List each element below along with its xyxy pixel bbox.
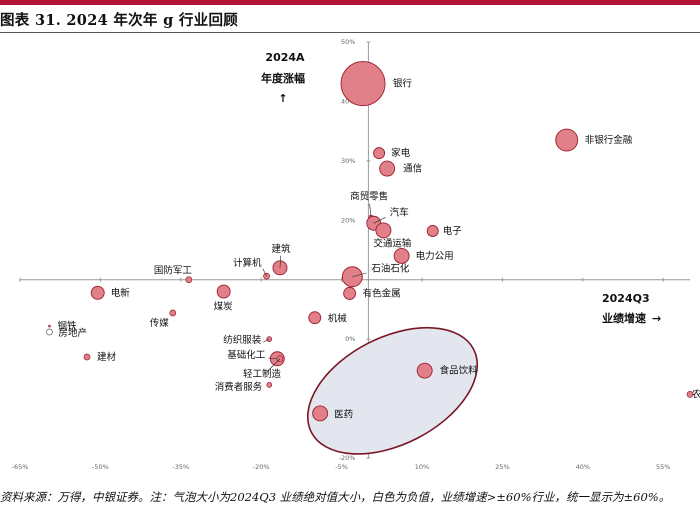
title-rule — [0, 32, 700, 33]
x-tick-label: -50% — [92, 463, 109, 471]
bubble-point — [379, 160, 396, 177]
bubble-label: 建筑 — [271, 243, 291, 255]
highlight-ellipse — [306, 326, 479, 455]
bubble-label: 煤炭 — [214, 301, 234, 313]
x-axis-title-line1: 2024Q3 — [602, 292, 650, 305]
leader-line — [352, 272, 367, 278]
bubble-label: 通信 — [403, 163, 422, 175]
bubble-label: 消费者服务 — [215, 381, 263, 393]
bubble-point — [686, 391, 694, 398]
y-axis-title-line1: 2024A — [265, 51, 305, 64]
source-note: 资料来源：万得，中银证券。注：气泡大小为2024Q3 业绩绝对值大小，白色为负值… — [0, 490, 671, 504]
y-tick-label: 50% — [341, 38, 355, 46]
bubble-label: 基础化工 — [227, 349, 266, 361]
top-accent-bar — [0, 0, 700, 5]
bubble-point — [340, 61, 386, 107]
leader-line — [369, 203, 372, 218]
leader-line — [262, 268, 267, 277]
x-axis-title-line2: 业绩增速 — [602, 311, 646, 325]
bubble-label: 电新 — [111, 287, 131, 299]
x-tick-label: -65% — [12, 463, 29, 471]
y-tick-label: 20% — [341, 216, 355, 224]
x-tick-label: 25% — [495, 463, 509, 471]
bubble-label: 传媒 — [150, 317, 170, 329]
bubble-label: 计算机 — [233, 257, 262, 269]
leader-line — [279, 255, 282, 268]
bubble-label: 医药 — [334, 409, 353, 420]
x-tick-label: 55% — [656, 463, 670, 471]
bubble-label: 纺织服装 — [223, 334, 262, 346]
bubble-label: 农林牧渔 — [692, 388, 700, 400]
bubble-point — [375, 222, 392, 239]
bubble-label: 电子 — [443, 225, 463, 237]
bubble-label: 钢铁 — [57, 320, 77, 332]
bubble-point — [169, 309, 177, 317]
bubble-label: 电力公用 — [416, 250, 454, 262]
bubble-label: 食品饮料 — [440, 365, 479, 377]
bubble-label: 建材 — [97, 351, 117, 363]
bubble-label: 轻工制造 — [243, 368, 282, 380]
bubble-label: 银行 — [393, 78, 413, 90]
y-axis-arrow: ↑ — [278, 92, 287, 105]
bubble-point — [426, 225, 439, 237]
y-tick-label: 40% — [341, 97, 355, 105]
y-tick-label: -20% — [339, 454, 356, 462]
y-axis-title-line2: 年度涨幅 — [261, 71, 305, 85]
x-tick-label: -5% — [335, 463, 348, 471]
bubble-point — [373, 147, 386, 160]
bubble-point — [393, 247, 410, 264]
bubble-point — [216, 284, 231, 299]
bubble-point — [308, 311, 322, 325]
bubble-point — [48, 324, 51, 328]
bubble-label: 家电 — [391, 147, 411, 159]
leader-line — [373, 216, 386, 224]
bubble-label: 交通运输 — [373, 237, 412, 249]
x-tick-label: 40% — [576, 463, 590, 471]
bubble-label: 房地产 — [58, 327, 87, 339]
figure-title: 图表 31. 2024 年次年 g 行业回顾 — [0, 12, 239, 29]
bubble-label: 国防军工 — [154, 265, 193, 277]
bubble-point — [266, 382, 273, 388]
leader-line — [268, 357, 278, 360]
bubble-label: 机械 — [328, 313, 348, 325]
bubble-label: 石油石化 — [371, 263, 410, 275]
leader-line — [263, 338, 270, 343]
bubble-label: 非银行金融 — [585, 134, 633, 146]
leader-line — [266, 358, 281, 373]
bubble-point — [343, 286, 357, 300]
x-tick-label: -20% — [253, 463, 270, 471]
bubble-point — [312, 405, 329, 422]
bubble-point — [555, 128, 579, 152]
bubble-point — [46, 328, 53, 336]
bubble-label: 汽车 — [390, 206, 409, 218]
x-axis-arrow: → — [652, 312, 661, 325]
y-tick-label: 0% — [345, 335, 355, 343]
bubble-chart: -65% -50% -35% -20% -5% 10% 25% 40% 55%50%40%30%… — [12, 38, 700, 471]
x-tick-label: -35% — [172, 463, 189, 471]
bubble-point — [185, 276, 193, 284]
bubble-point — [83, 353, 91, 361]
bubble-label: 商贸零售 — [350, 190, 388, 202]
x-tick-label: 10% — [415, 463, 429, 471]
bubble-point — [90, 285, 105, 300]
bubble-point — [416, 362, 433, 379]
y-tick-label: 30% — [341, 157, 355, 165]
bubble-label: 有色金属 — [363, 287, 401, 299]
